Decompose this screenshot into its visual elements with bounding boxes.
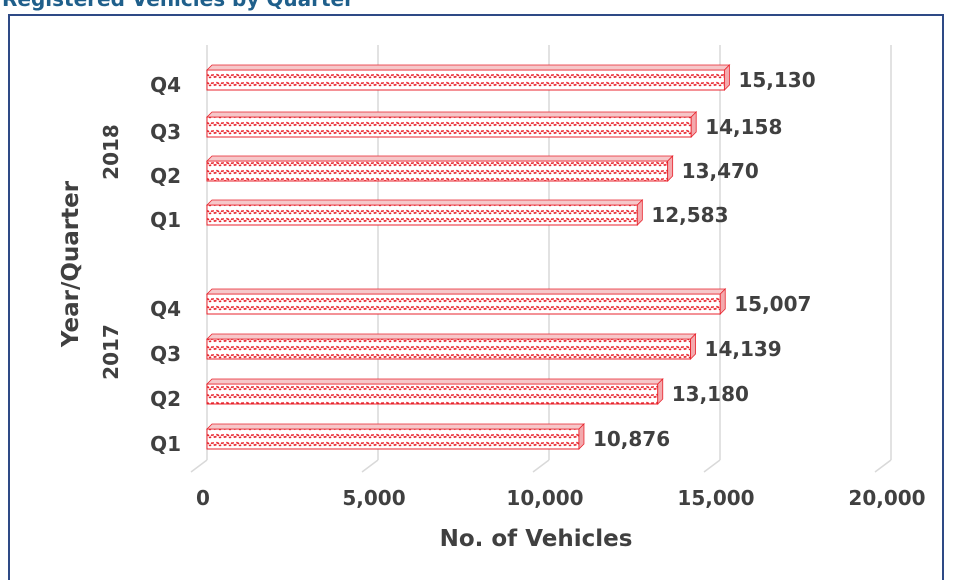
bar xyxy=(206,338,692,360)
header-strip: Registered Vehicles by Quarter xyxy=(0,0,953,14)
value-labels: 15,130 14,158 13,470 12,583 15,007 14,139 13,1… xyxy=(593,68,816,451)
category-label: Q3 xyxy=(150,120,181,144)
value-label: 15,130 xyxy=(738,68,815,92)
gridline-floor xyxy=(874,459,892,473)
bar xyxy=(206,293,721,315)
gridline-floor xyxy=(190,459,208,473)
bar-end xyxy=(690,111,697,138)
x-tick-label: 10,000 xyxy=(506,486,583,510)
bar-top xyxy=(206,155,674,162)
bar xyxy=(206,204,638,226)
category-label: Q3 xyxy=(150,342,181,366)
bar xyxy=(206,116,692,138)
value-label: 10,876 xyxy=(593,427,670,451)
value-label: 14,158 xyxy=(705,115,782,139)
bar xyxy=(206,69,725,91)
bar-top xyxy=(206,64,731,71)
year-label: 2018 xyxy=(99,124,123,180)
x-tick-label: 15,000 xyxy=(677,486,754,510)
gridline-floor xyxy=(703,459,721,473)
x-tick-label: 5,000 xyxy=(342,486,405,510)
chart-border xyxy=(8,14,944,580)
gridline-floor xyxy=(532,459,550,473)
bar-top xyxy=(206,333,697,340)
gridlines xyxy=(190,45,892,473)
bar-top xyxy=(206,423,585,430)
group-labels: 2018 2017 xyxy=(99,124,123,380)
bar-top xyxy=(206,199,644,206)
bar-top xyxy=(206,378,664,385)
category-label: Q2 xyxy=(150,164,181,188)
category-label: Q1 xyxy=(150,208,181,232)
category-labels: Q4 Q3 Q2 Q1 Q4 Q3 Q2 Q1 xyxy=(150,73,181,456)
bar-end xyxy=(657,378,664,405)
value-label: 15,007 xyxy=(734,292,811,316)
category-label: Q2 xyxy=(150,387,181,411)
x-axis-title: No. of Vehicles xyxy=(440,526,633,552)
year-label: 2017 xyxy=(99,324,123,380)
bars xyxy=(206,64,731,450)
bar-end xyxy=(690,333,696,360)
bar-end xyxy=(578,423,585,450)
gridline-floor xyxy=(361,459,379,473)
bar-end xyxy=(719,288,726,315)
x-tick-labels: 0 5,000 10,000 15,000 20,000 xyxy=(196,486,926,510)
x-tick-label: 0 xyxy=(196,486,210,510)
bar-end xyxy=(724,64,730,91)
category-label: Q4 xyxy=(150,73,181,97)
bar xyxy=(206,160,669,182)
category-label: Q1 xyxy=(150,432,181,456)
value-label: 13,180 xyxy=(672,382,749,406)
bar-end xyxy=(667,155,674,182)
x-tick-label: 20,000 xyxy=(848,486,925,510)
category-label: Q4 xyxy=(150,297,181,321)
bar-end xyxy=(636,199,643,226)
value-label: 14,139 xyxy=(705,337,782,361)
bar-top xyxy=(206,111,698,118)
bar xyxy=(206,383,659,405)
y-axis-title: Year/Quarter xyxy=(58,180,84,348)
bar xyxy=(206,428,580,450)
value-label: 13,470 xyxy=(682,159,759,183)
header-title: Registered Vehicles by Quarter xyxy=(2,0,354,11)
bar-top xyxy=(206,288,727,295)
value-label: 12,583 xyxy=(651,203,728,227)
